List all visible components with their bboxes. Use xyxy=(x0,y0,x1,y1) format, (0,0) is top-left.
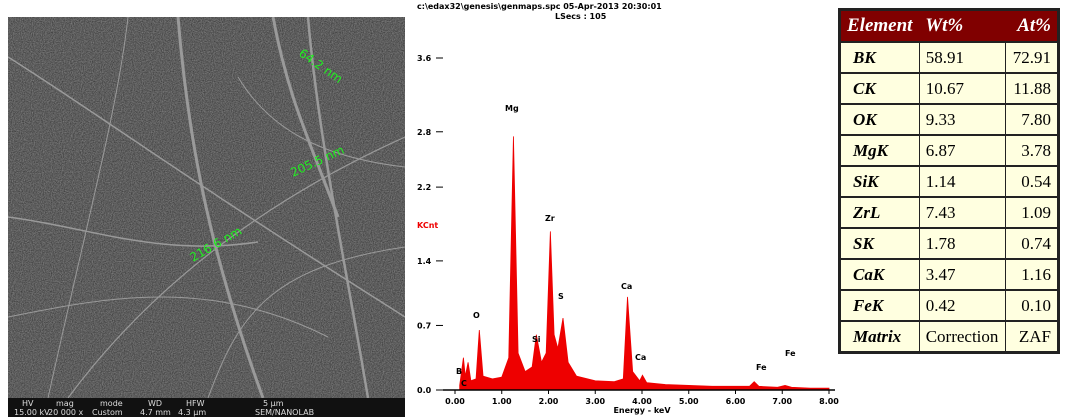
row: Matrix Correction ZAF xyxy=(839,320,1059,353)
cell: 1.09 xyxy=(1005,196,1059,228)
y-tick-label: 0.7 xyxy=(417,321,431,330)
row: OK 9.33 7.80 xyxy=(839,103,1059,135)
info-value: SEM/NANOLAB xyxy=(255,408,314,417)
row: MgK 6.87 3.78 xyxy=(839,134,1059,166)
cell: 72.91 xyxy=(1005,41,1059,73)
cell: 58.91 xyxy=(918,41,1006,73)
y-axis-label: KCnt xyxy=(417,221,438,230)
x-tick-label: 8.00 xyxy=(819,397,839,406)
info-header: mag xyxy=(56,399,74,408)
info-header: 5 µm xyxy=(263,399,284,408)
row: FeK 0.42 0.10 xyxy=(839,289,1059,321)
x-tick-label: 0.00 xyxy=(445,397,465,406)
info-value: 20 000 x xyxy=(48,408,84,417)
peak-label: C xyxy=(461,379,467,388)
row: ZrL 7.43 1.09 xyxy=(839,196,1059,228)
cell: 9.33 xyxy=(918,103,1006,135)
cell: Matrix xyxy=(839,320,920,353)
x-tick-label: 7.00 xyxy=(772,397,792,406)
cell: 1.16 xyxy=(1005,258,1059,290)
y-tick-label: 3.6 xyxy=(417,54,432,63)
peak-label: Mg xyxy=(505,104,519,113)
x-tick-label: 6.00 xyxy=(726,397,746,406)
peak-label: B xyxy=(456,367,462,376)
info-header: HFW xyxy=(186,399,205,408)
y-tick-label: 1.4 xyxy=(417,257,432,266)
cell: 11.88 xyxy=(1005,72,1059,104)
x-tick-label: 4.00 xyxy=(632,397,652,406)
peak-label: Zr xyxy=(545,214,555,223)
row: SK 1.78 0.74 xyxy=(839,227,1059,259)
cell: 0.10 xyxy=(1005,289,1059,321)
x-tick-label: 2.00 xyxy=(539,397,559,406)
cell: ZAF xyxy=(1005,320,1059,353)
cell: OK xyxy=(839,103,920,135)
x-tick-label: 5.00 xyxy=(679,397,699,406)
element-table: Element Wt% At% BK 58.91 72.91 CK 10.67 11.88 OK 9… xyxy=(838,8,1060,354)
header-cell: Wt% xyxy=(919,9,1006,42)
x-tick-label: 3.00 xyxy=(585,397,605,406)
cell: 10.67 xyxy=(918,72,1006,104)
cell: BK xyxy=(839,41,920,73)
cell: CaK xyxy=(839,258,920,290)
cell: CK xyxy=(839,72,920,104)
cell: 3.47 xyxy=(918,258,1006,290)
y-tick-label: 2.8 xyxy=(417,128,432,137)
header-cell: At% xyxy=(1005,9,1059,42)
x-axis-label: Energy - keV xyxy=(613,406,671,415)
peak-label: Ca xyxy=(621,282,632,291)
cell: FeK xyxy=(839,289,920,321)
peak-label: Fe xyxy=(756,363,767,372)
y-tick-label: 2.2 xyxy=(417,183,431,192)
chart-title: c:\edax32\genesis\genmaps.spc 05-Apr-201… xyxy=(417,2,662,11)
peak-label: Ca xyxy=(635,353,646,362)
info-value: Custom xyxy=(92,408,123,417)
row: CaK 3.47 1.16 xyxy=(839,258,1059,290)
cell: MgK xyxy=(839,134,920,166)
cell: 6.87 xyxy=(918,134,1006,166)
cell: 7.80 xyxy=(1005,103,1059,135)
info-header: mode xyxy=(100,399,123,408)
x-tick-label: 1.00 xyxy=(492,397,512,406)
cell: SK xyxy=(839,227,920,259)
cell: 1.78 xyxy=(918,227,1006,259)
info-value: 15.00 kV xyxy=(14,408,50,417)
cell: Correction xyxy=(918,320,1006,353)
cell: 1.14 xyxy=(918,165,1006,197)
info-value: 4.3 µm xyxy=(178,408,206,417)
cell: 3.78 xyxy=(1005,134,1059,166)
row: BK 58.91 72.91 xyxy=(839,41,1059,73)
peak-label: Fe xyxy=(785,349,796,358)
cell: 0.54 xyxy=(1005,165,1059,197)
info-header: HV xyxy=(22,399,34,408)
info-bar xyxy=(8,398,405,417)
spectrum-area xyxy=(459,136,830,391)
peak-label: S xyxy=(558,292,564,301)
row: CK 10.67 11.88 xyxy=(839,72,1059,104)
cell: 0.42 xyxy=(918,289,1006,321)
chart-subtitle: LSecs : 105 xyxy=(555,12,607,21)
header-row: Element Wt% At% xyxy=(839,9,1059,42)
peak-label: O xyxy=(473,311,480,320)
cell: SiK xyxy=(839,165,920,197)
fibers xyxy=(8,17,405,399)
info-value: 4.7 mm xyxy=(140,408,171,417)
peak-label: Si xyxy=(532,335,541,344)
cell: 0.74 xyxy=(1005,227,1059,259)
spectrum: c:\edax32\genesis\genmaps.spc 05-Apr-201… xyxy=(417,2,839,415)
cell: ZrL xyxy=(839,196,920,228)
header-cell: Element xyxy=(839,9,920,42)
y-tick-label: 0.0 xyxy=(417,386,432,395)
row: SiK 1.14 0.54 xyxy=(839,165,1059,197)
cell: 7.43 xyxy=(918,196,1006,228)
info-header: WD xyxy=(148,399,162,408)
